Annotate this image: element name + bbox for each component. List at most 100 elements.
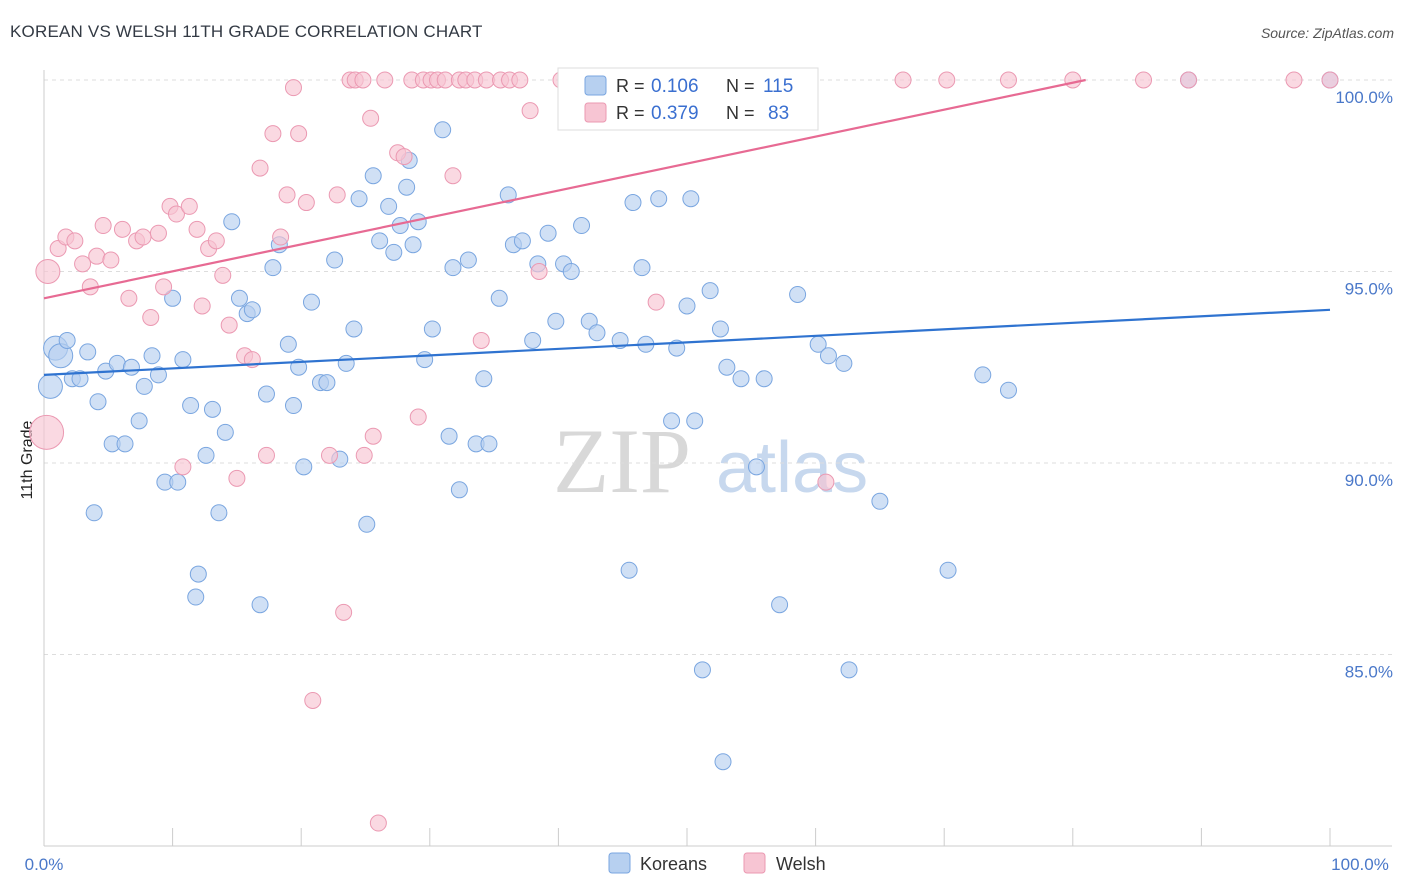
koreans-n-label: N = xyxy=(726,76,755,96)
korean-point xyxy=(771,596,789,614)
korean-point xyxy=(423,320,441,338)
korean-point xyxy=(37,373,63,399)
korean-point xyxy=(337,354,355,372)
welsh-point xyxy=(188,220,206,238)
korean-point xyxy=(197,446,215,464)
x-tick-label-max: 100.0% xyxy=(1331,855,1389,874)
korean-point xyxy=(499,186,517,204)
korean-point xyxy=(444,259,462,277)
korean-point xyxy=(1000,381,1017,399)
korean-point xyxy=(122,358,140,376)
welsh-point xyxy=(320,446,338,464)
korean-point xyxy=(182,397,200,415)
korean-point xyxy=(789,285,807,303)
welsh-r-label: R = xyxy=(616,103,645,123)
korean-point xyxy=(318,374,336,392)
korean-point xyxy=(130,412,148,430)
welsh-point xyxy=(362,109,380,127)
welsh-point xyxy=(376,71,394,89)
korean-point xyxy=(450,481,468,499)
welsh-point xyxy=(472,331,490,349)
korean-point xyxy=(203,400,221,418)
trend-lines xyxy=(43,78,1331,377)
welsh-point xyxy=(521,102,539,120)
welsh-point xyxy=(335,603,353,621)
korean-point xyxy=(380,197,398,215)
y-tick-label: 90.0% xyxy=(1345,471,1393,490)
korean-point xyxy=(189,565,207,583)
welsh-point xyxy=(364,427,382,445)
korean-point xyxy=(416,351,434,369)
korean-point xyxy=(513,232,531,250)
welsh-point xyxy=(436,71,454,89)
welsh-point xyxy=(167,205,185,223)
welsh-point xyxy=(817,473,835,491)
welsh-point xyxy=(193,297,211,315)
welsh-point xyxy=(88,247,106,265)
axes xyxy=(43,70,1392,847)
korean-point xyxy=(840,661,858,679)
korean-point xyxy=(682,190,700,208)
welsh-point xyxy=(257,446,275,464)
korean-point xyxy=(149,366,167,384)
korean-point xyxy=(89,393,107,411)
korean-point xyxy=(663,412,681,430)
korean-point xyxy=(588,324,606,342)
welsh-point xyxy=(938,71,956,89)
korean-point xyxy=(974,366,992,384)
korean-point xyxy=(718,358,736,376)
gridlines xyxy=(44,79,1392,655)
welsh-point xyxy=(207,232,225,250)
welsh-point xyxy=(444,167,462,185)
korean-point xyxy=(371,232,389,250)
welsh-stats-swatch xyxy=(584,102,607,123)
welsh-point xyxy=(1285,71,1303,89)
korean-point xyxy=(711,320,729,338)
koreans-stats-swatch xyxy=(584,75,607,96)
welsh-point xyxy=(251,159,269,177)
korean-point xyxy=(71,370,89,388)
korean-point xyxy=(264,259,282,277)
welsh-point xyxy=(647,293,665,311)
welsh-point xyxy=(1064,71,1082,89)
welsh-point xyxy=(409,408,427,426)
korean-point xyxy=(174,351,192,369)
korean-point xyxy=(650,190,668,208)
welsh-point xyxy=(290,125,308,143)
korean-point xyxy=(398,178,416,196)
korean-point xyxy=(187,588,205,606)
korean-point xyxy=(686,412,704,430)
korean-point xyxy=(79,343,97,361)
korean-point xyxy=(85,504,103,522)
korean-point xyxy=(633,259,651,277)
korean-point xyxy=(835,354,853,372)
koreans-series xyxy=(37,71,1339,771)
welsh-point xyxy=(1135,71,1153,89)
welsh-point xyxy=(142,308,160,326)
watermark-atlas: atlas xyxy=(716,428,868,508)
korean-point xyxy=(251,596,269,614)
korean-point xyxy=(755,370,773,388)
korean-point xyxy=(693,661,711,679)
chart-title: KOREAN VS WELSH 11TH GRADE CORRELATION C… xyxy=(10,22,483,41)
welsh-point xyxy=(1000,71,1017,89)
welsh-point xyxy=(120,289,138,307)
korean-point xyxy=(350,190,368,208)
x-tick-label-min: 0.0% xyxy=(25,855,64,874)
source-credit: Source: ZipAtlas.com xyxy=(1260,25,1394,41)
korean-point xyxy=(302,293,320,311)
welsh-point xyxy=(278,186,296,204)
welsh-point xyxy=(29,414,65,450)
welsh-point xyxy=(395,148,413,166)
korean-point xyxy=(732,370,750,388)
welsh-point xyxy=(74,255,92,273)
korean-point xyxy=(216,423,234,441)
korean-point xyxy=(243,301,261,319)
korean-point xyxy=(364,167,382,185)
korean-point xyxy=(480,435,498,453)
welsh-point xyxy=(113,220,131,238)
korean-point xyxy=(295,458,313,476)
korean-point xyxy=(539,224,557,242)
korean-point xyxy=(524,331,542,349)
welsh-point xyxy=(102,251,120,269)
